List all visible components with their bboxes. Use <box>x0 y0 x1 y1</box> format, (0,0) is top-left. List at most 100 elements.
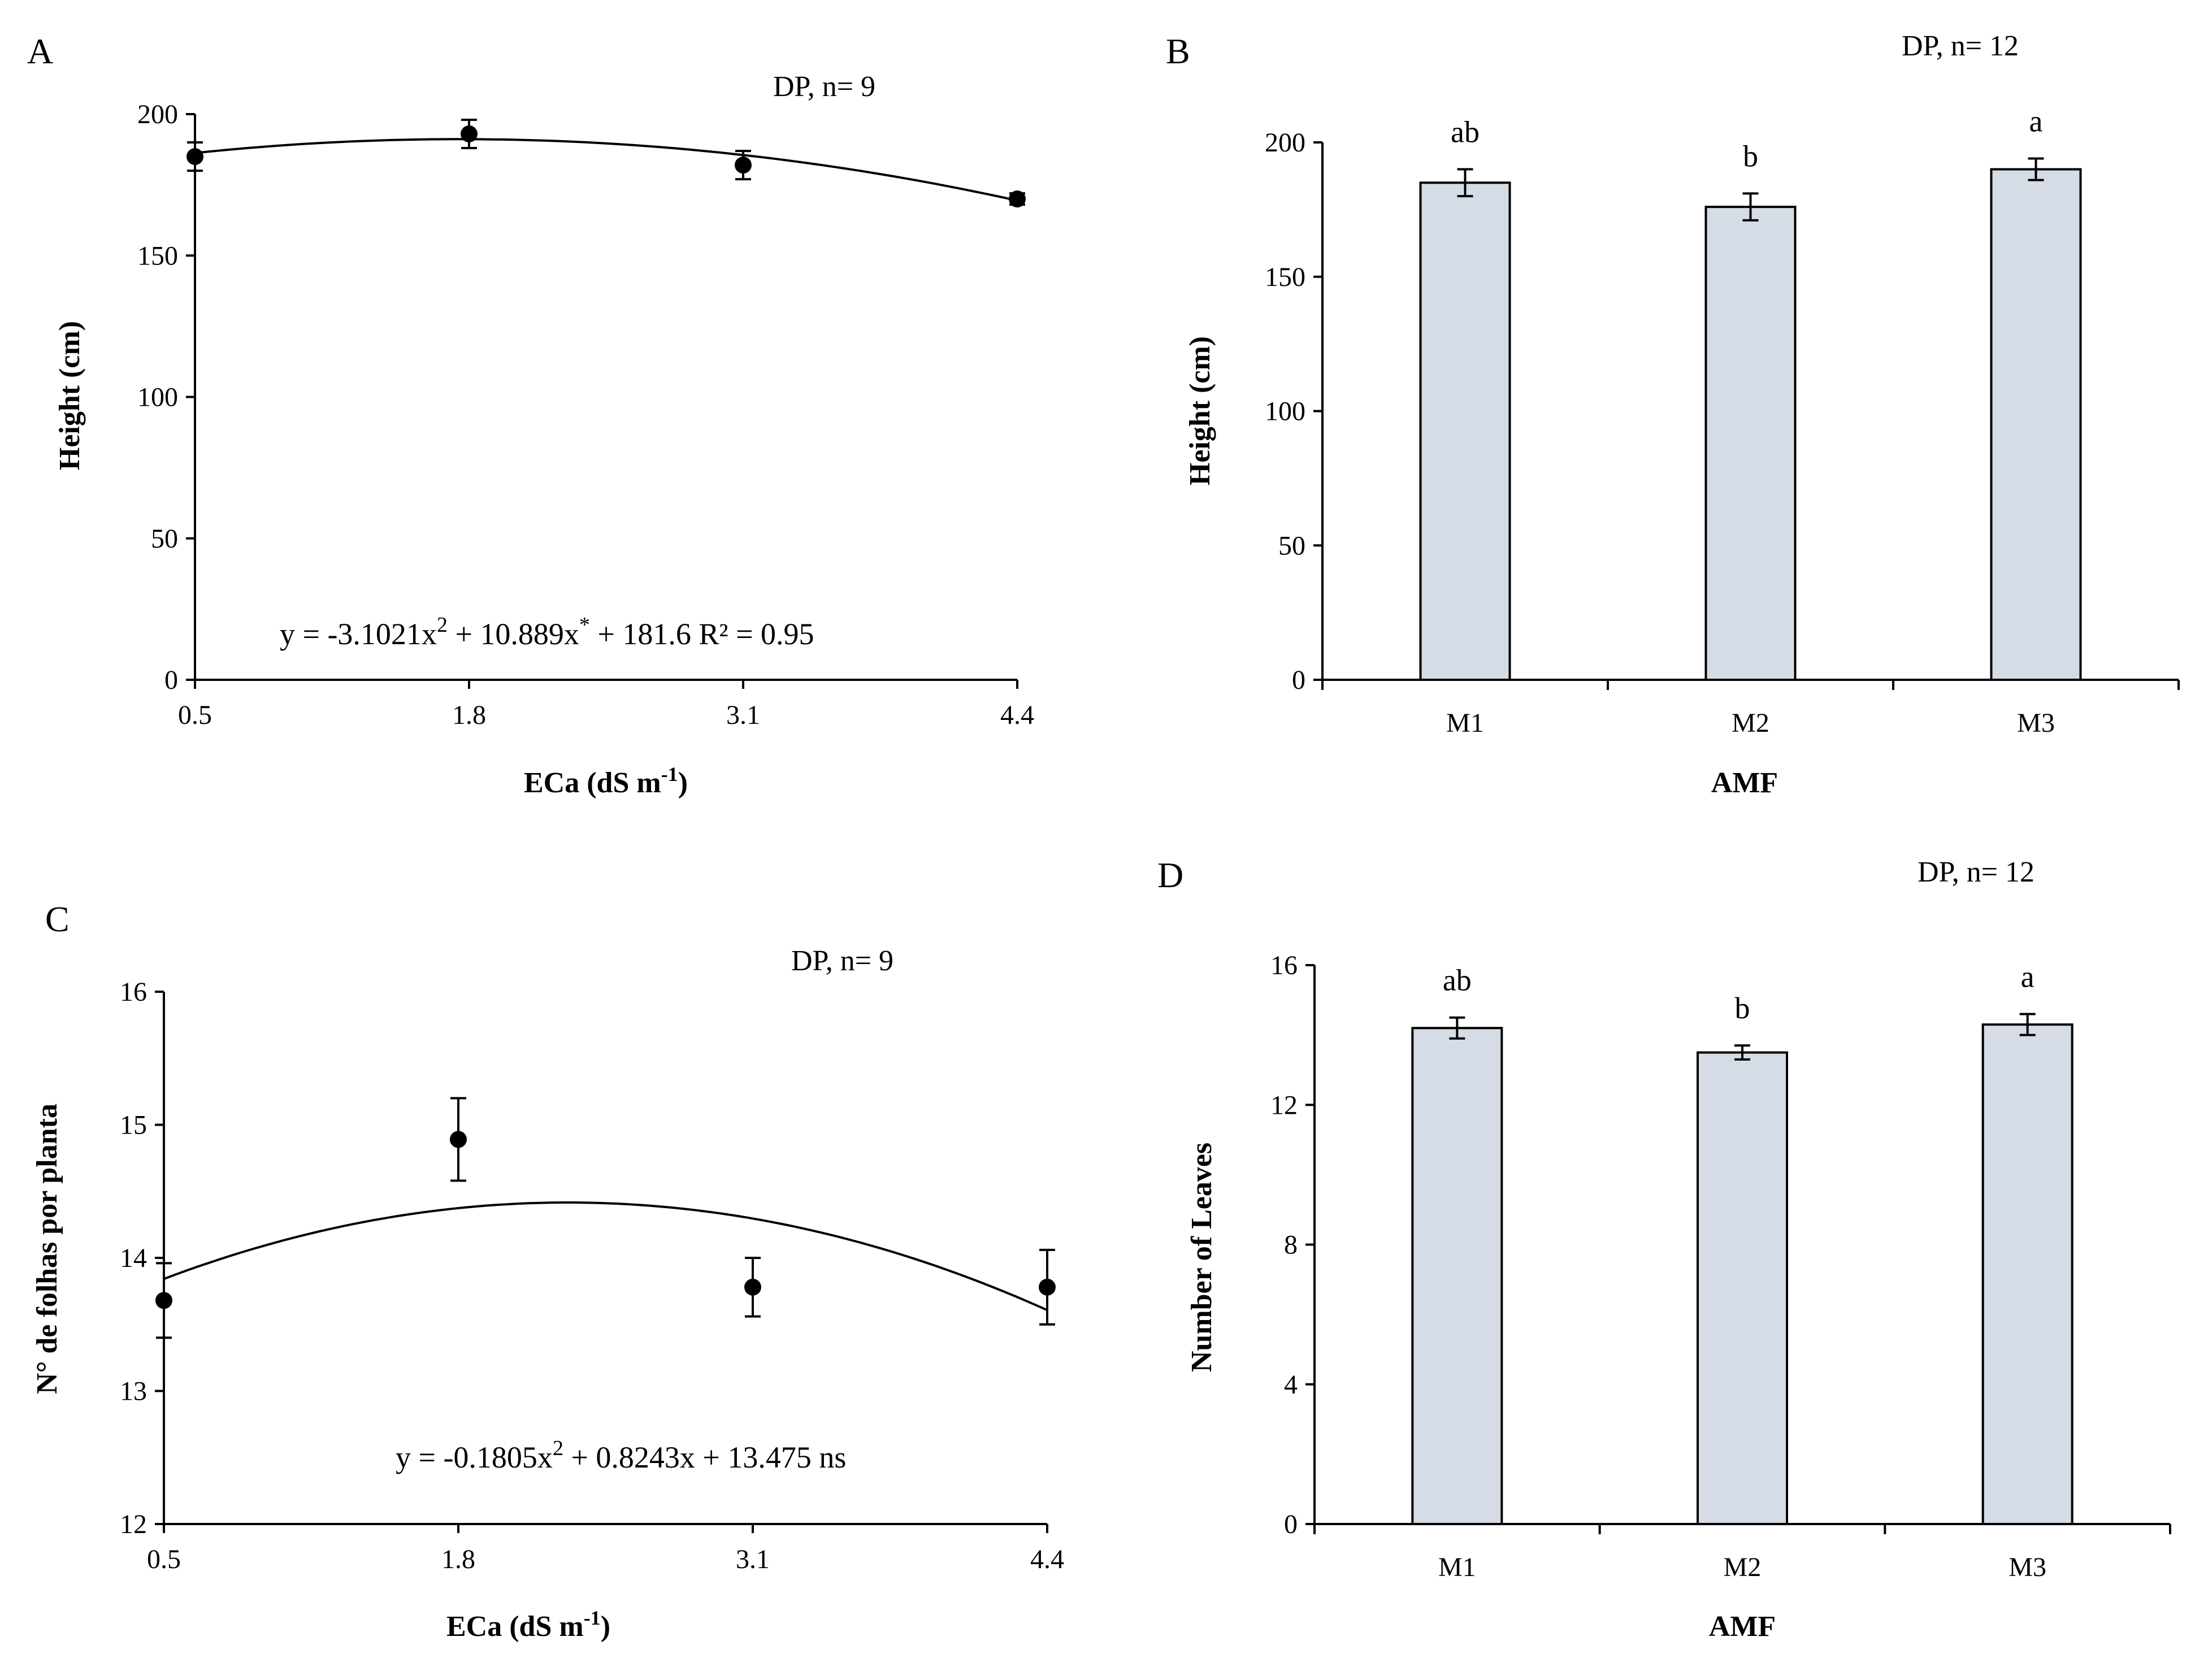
panel-label-d: D <box>1157 855 1183 895</box>
x-tick-label-c: 4.4 <box>1030 1544 1064 1574</box>
data-point-c <box>1039 1278 1056 1296</box>
category-label-b: M3 <box>2017 708 2055 738</box>
bar-m1 <box>1411 1027 1503 1525</box>
y-tick-label-d: 12 <box>1270 1090 1298 1120</box>
fit-curve-a <box>194 138 1018 202</box>
bar-m1 <box>1419 181 1511 681</box>
equation-a-sup: 2 <box>437 613 448 637</box>
x-tick-label-c: 3.1 <box>736 1544 770 1574</box>
equation-a-sup2: * <box>579 613 590 637</box>
significance-letter-d: a <box>2021 960 2035 994</box>
panel-c: C DP, n= 9 12 13 14 15 16 0.5 1.8 3.1 4.4 y = -… <box>31 899 1064 1643</box>
panel-label-a: A <box>27 31 53 71</box>
x-axis-title-c: ECa (dS m-1) <box>446 1607 610 1643</box>
bars-d: ab M1 b M2 a M3 <box>1313 960 2171 1582</box>
x-tick-label-a: 1.8 <box>452 700 486 730</box>
data-point-a <box>461 125 478 143</box>
equation-c-sup: 2 <box>553 1436 563 1460</box>
panel-d: D DP, n= 12 0 4 8 12 16 ab M1 b M2 a M3 AMF Numbe… <box>1157 855 2171 1643</box>
equation-a-post: + 181.6 R² = 0.95 <box>590 617 814 651</box>
bar-m3 <box>1981 1023 2073 1526</box>
x-axis-title-a-sup: -1 <box>661 763 678 785</box>
x-axis-title-b: AMF <box>1711 767 1778 799</box>
y-axis-title-d: Number of Leaves <box>1186 1143 1218 1372</box>
category-label-d: M3 <box>2009 1552 2046 1582</box>
data-points-a <box>186 119 1026 208</box>
x-axis-title-a-text: ECa (dS m <box>524 767 661 799</box>
x-axis-title-c-text: ECa (dS m <box>446 1610 584 1643</box>
y-tick-label-d: 4 <box>1284 1370 1298 1400</box>
y-axis-title-c: N° de folhas por planta <box>31 1104 63 1394</box>
x-ticks-a: 0.5 1.8 3.1 4.4 <box>178 680 1034 730</box>
bar-m2 <box>1697 1051 1788 1525</box>
panel-a: A DP, n= 9 0 50 100 150 200 0.5 1.8 3.1 4.4 y =… <box>27 31 1034 799</box>
equation-a-pre: y = -3.1021x <box>280 617 437 651</box>
significance-letter-b: ab <box>1451 115 1480 149</box>
y-tick-label-b: 150 <box>1265 262 1305 292</box>
y-tick-label-a: 0 <box>164 665 178 695</box>
data-point-a <box>735 157 752 174</box>
y-tick-label-b: 50 <box>1278 531 1305 561</box>
y-tick-label-d: 8 <box>1284 1230 1298 1260</box>
x-axis-title-a-tail: ) <box>678 767 688 799</box>
y-tick-label-b: 200 <box>1265 128 1305 158</box>
y-axis-title-b: Height (cm) <box>1184 336 1216 485</box>
y-tick-label-b: 100 <box>1265 397 1305 427</box>
fit-curve-c <box>163 1201 1048 1312</box>
x-tick-label-c: 0.5 <box>147 1544 181 1574</box>
note-a: DP, n= 9 <box>773 71 875 103</box>
data-point-a <box>1009 190 1026 208</box>
y-ticks-d: 0 4 8 12 16 <box>1270 950 1315 1539</box>
data-point-a <box>186 148 203 166</box>
significance-letter-d: b <box>1735 991 1750 1025</box>
category-label-d: M1 <box>1438 1552 1476 1582</box>
y-tick-label-c: 12 <box>120 1509 147 1539</box>
x-ticks-c: 0.5 1.8 3.1 4.4 <box>147 1524 1064 1574</box>
significance-letter-b: a <box>2029 105 2043 138</box>
equation-c-post: + 0.8243x + 13.475 ns <box>563 1440 846 1474</box>
note-c: DP, n= 9 <box>791 945 893 977</box>
x-axis-title-a: ECa (dS m-1) <box>524 763 688 799</box>
x-tick-label-a: 0.5 <box>178 700 212 730</box>
y-tick-label-c: 14 <box>120 1243 147 1273</box>
significance-letter-b: b <box>1743 139 1758 173</box>
category-label-b: M1 <box>1446 708 1484 738</box>
y-tick-label-a: 150 <box>137 241 178 271</box>
data-point-c <box>450 1131 467 1148</box>
data-point-c <box>155 1292 172 1309</box>
y-axis-title-a: Height (cm) <box>54 321 86 470</box>
x-tick-label-a: 4.4 <box>1000 700 1034 730</box>
equation-c-pre: y = -0.1805x <box>396 1440 553 1474</box>
note-d: DP, n= 12 <box>1918 856 2035 888</box>
y-tick-label-d: 16 <box>1270 950 1298 980</box>
equation-a-mid: + 10.889x <box>448 617 579 651</box>
y-tick-label-a: 100 <box>137 383 178 413</box>
category-label-b: M2 <box>1732 708 1769 738</box>
significance-letter-d: ab <box>1443 963 1472 997</box>
y-tick-label-a: 50 <box>151 524 178 554</box>
y-ticks-b: 0 50 100 150 200 <box>1265 128 1322 695</box>
x-axis-title-c-sup: -1 <box>584 1607 601 1629</box>
x-axis-title-d: AMF <box>1709 1610 1776 1643</box>
y-tick-label-c: 16 <box>120 977 147 1007</box>
panel-label-b: B <box>1166 31 1190 71</box>
bar-m3 <box>1990 168 2082 681</box>
panel-label-c: C <box>45 899 70 939</box>
x-tick-label-c: 1.8 <box>441 1544 475 1574</box>
y-tick-label-c: 15 <box>120 1110 147 1140</box>
data-points-c <box>155 1097 1056 1339</box>
equation-c: y = -0.1805x2 + 0.8243x + 13.475 ns <box>396 1436 846 1474</box>
y-tick-label-b: 0 <box>1292 665 1305 695</box>
x-axis-title-c-tail: ) <box>601 1610 610 1643</box>
equation-a: y = -3.1021x2 + 10.889x* + 181.6 R² = 0.… <box>280 613 814 651</box>
x-tick-label-a: 3.1 <box>726 700 760 730</box>
y-tick-label-c: 13 <box>120 1377 147 1406</box>
data-point-c <box>744 1278 761 1296</box>
y-ticks-a: 0 50 100 150 200 <box>137 99 195 695</box>
bars-b: ab M1 b M2 a M3 <box>1321 105 2180 738</box>
y-ticks-c: 12 13 14 15 16 <box>120 977 164 1539</box>
bar-m2 <box>1704 206 1797 681</box>
category-label-d: M2 <box>1724 1552 1762 1582</box>
